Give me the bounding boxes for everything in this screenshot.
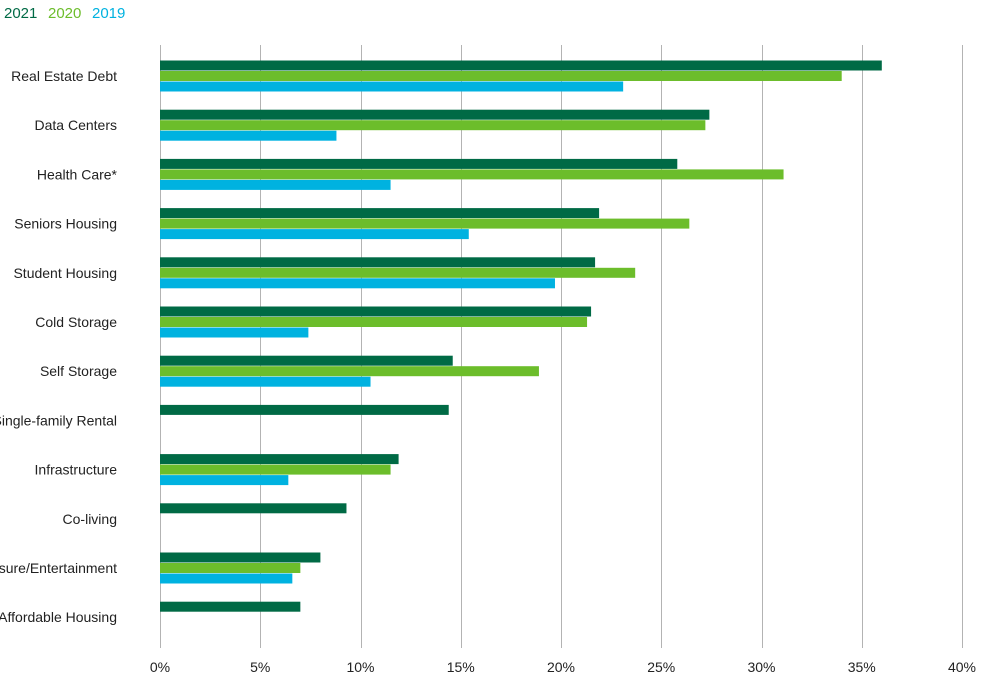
x-tick-label: 5%: [250, 659, 270, 675]
x-tick-label: 20%: [547, 659, 575, 675]
bar-2019-data-centers: [160, 130, 337, 141]
category-labels: Real Estate Debt Data Centers Health Care*…: [0, 68, 118, 625]
category-label: Real Estate Debt: [11, 68, 117, 84]
bar-2020-self-storage: [160, 366, 539, 377]
bar-2021-seniors-housing: [160, 208, 600, 219]
bar-2020-data-centers: [160, 120, 706, 131]
bar-2021-health-care: [160, 158, 678, 169]
category-label: Health Care*: [37, 166, 118, 182]
bar-2021-leisure-entertainment: [160, 552, 321, 563]
category-label: Cold Storage: [35, 314, 117, 330]
bar-2021-affordable-housing: [160, 601, 301, 612]
bar-2019-self-storage: [160, 376, 371, 387]
x-tick-label: 10%: [346, 659, 374, 675]
category-label: Student Housing: [13, 265, 117, 281]
bar-2019-infrastructure: [160, 475, 289, 486]
bar-2020-student-housing: [160, 267, 636, 278]
x-axis-tick-labels: 0% 5% 10% 15% 20% 25% 30% 35% 40%: [150, 659, 976, 675]
bar-2021-co-living: [160, 503, 347, 514]
category-label: Co-living: [63, 511, 117, 527]
legend-item-2021: 2021: [4, 5, 37, 22]
category-label: Infrastructure: [35, 462, 118, 478]
x-tick-label: 40%: [948, 659, 976, 675]
x-tick-label: 25%: [647, 659, 675, 675]
gridlines: [160, 45, 963, 648]
category-label: Data Centers: [35, 117, 117, 133]
bar-2019-leisure-entertainment: [160, 573, 293, 584]
bar-2021-single-family-rental: [160, 404, 449, 415]
bar-2021-student-housing: [160, 257, 596, 268]
category-label: Leisure/Entertainment: [0, 560, 117, 576]
bar-2020-real-estate-debt: [160, 71, 842, 81]
bar-2021-real-estate-debt: [160, 60, 882, 71]
bar-2019-health-care: [160, 179, 391, 190]
bar-2020-seniors-housing: [160, 218, 690, 229]
bar-2020-cold-storage: [160, 317, 588, 327]
category-label: Seniors Housing: [14, 216, 117, 232]
x-tick-label: 15%: [447, 659, 475, 675]
bar-2019-seniors-housing: [160, 229, 469, 240]
x-tick-label: 35%: [848, 659, 876, 675]
bar-2019-cold-storage: [160, 327, 309, 338]
legend: 2021 2020 2019: [4, 5, 125, 22]
bar-2020-infrastructure: [160, 464, 391, 475]
bar-2021-data-centers: [160, 109, 710, 120]
bar-2019-real-estate-debt: [160, 81, 624, 92]
bar-2021-infrastructure: [160, 454, 399, 465]
legend-item-2020: 2020: [48, 5, 81, 22]
bar-2020-health-care: [160, 169, 784, 180]
bar-2020-leisure-entertainment: [160, 563, 301, 573]
category-label: Self Storage: [40, 363, 117, 379]
bar-2021-cold-storage: [160, 306, 592, 317]
bar-2019-student-housing: [160, 278, 555, 289]
category-label: Affordable Housing: [0, 609, 117, 625]
x-tick-label: 30%: [747, 659, 775, 675]
x-tick-label: 0%: [150, 659, 170, 675]
bars: [160, 60, 882, 612]
legend-item-2019: 2019: [92, 5, 125, 22]
bar-2021-self-storage: [160, 355, 453, 366]
category-label: Single-family Rental: [0, 412, 117, 428]
